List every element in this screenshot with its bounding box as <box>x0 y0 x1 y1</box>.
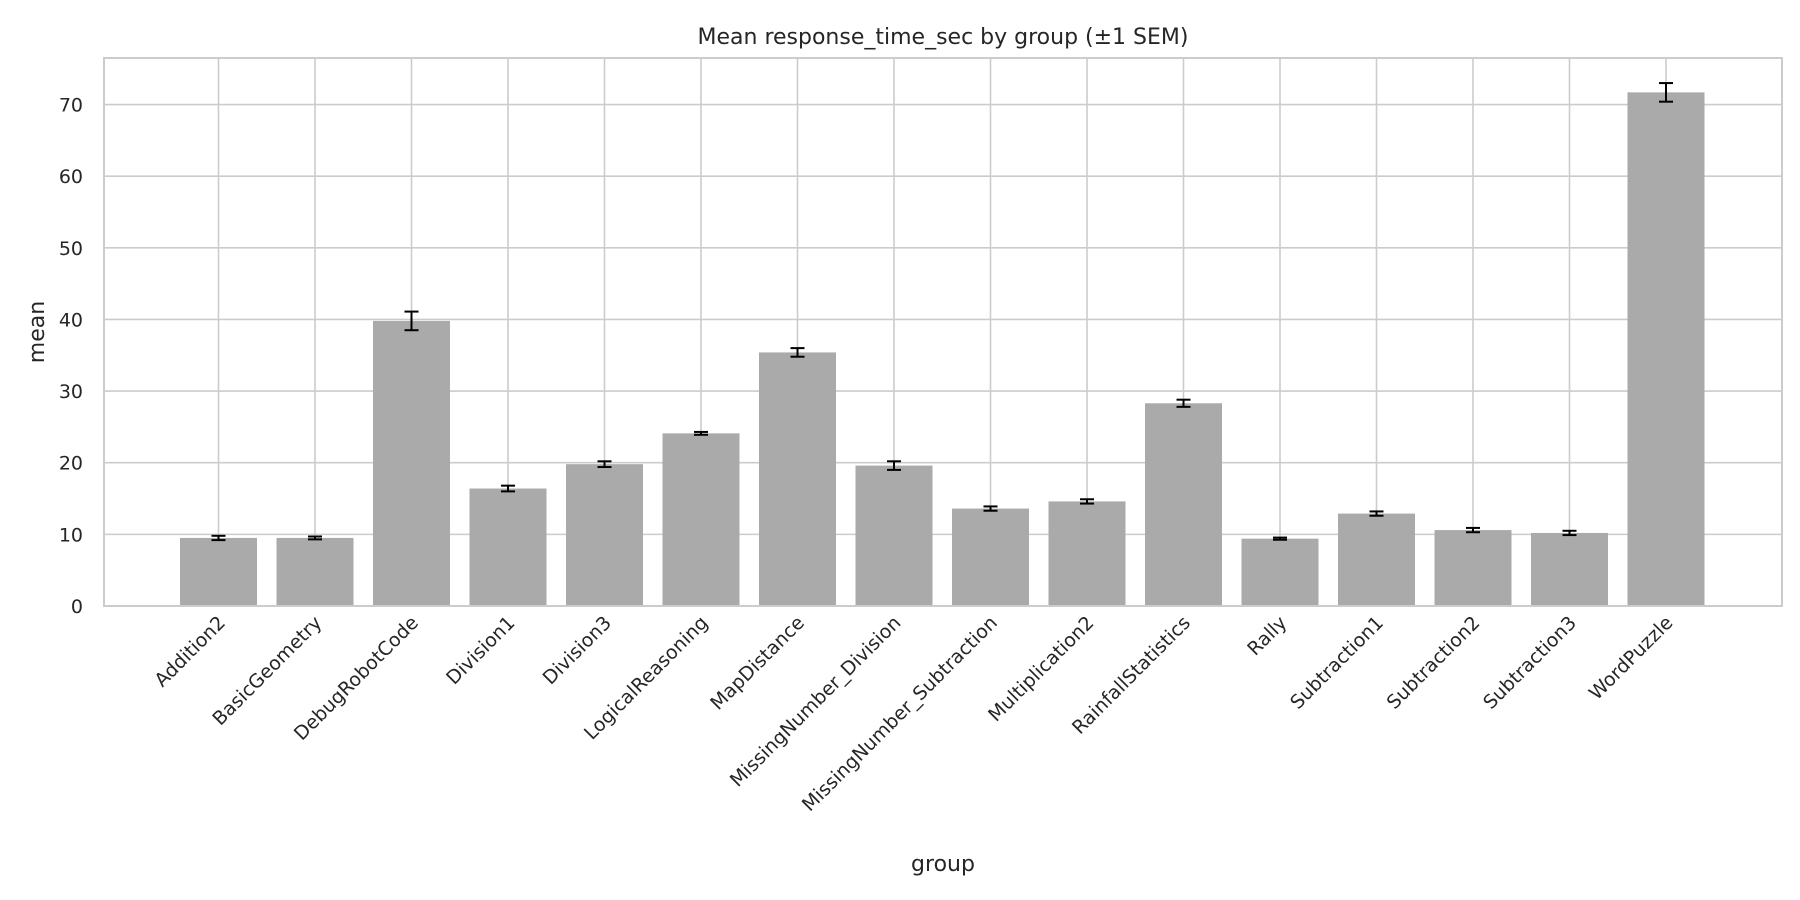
y-tick-label: 40 <box>59 309 83 331</box>
error-bar-division1 <box>501 484 515 493</box>
error-bar-subtraction3 <box>1562 529 1577 537</box>
bar-subtraction2 <box>1434 530 1512 606</box>
bar-subtraction1 <box>1338 513 1415 606</box>
chart-title: Mean response_time_sec by group (±1 SEM) <box>698 25 1189 50</box>
x-axis-label: group <box>911 852 975 877</box>
y-tick-label: 60 <box>59 166 83 188</box>
bar-rally <box>1241 538 1319 606</box>
x-tick-label: Division3 <box>539 612 616 689</box>
bars-layer <box>180 92 1705 606</box>
x-tick-label: Division1 <box>442 612 519 689</box>
bar-addition2 <box>180 537 257 606</box>
error-bar-missingnumber_division <box>887 460 901 471</box>
plot-frame <box>103 57 1783 607</box>
bar-rainfallstatistics <box>1145 403 1222 606</box>
error-bar-missingnumber_subtraction <box>983 505 998 512</box>
y-tick-label: 0 <box>71 596 83 618</box>
error-bar-debugrobotcode <box>404 310 419 332</box>
error-bar-subtraction1 <box>1369 510 1384 517</box>
x-tick-label: Addition2 <box>150 612 230 692</box>
bar-wordpuzzle <box>1627 92 1705 606</box>
x-tick-label: MapDistance <box>706 612 809 715</box>
y-tick-label: 70 <box>59 95 83 117</box>
error-bar-rainfallstatistics <box>1176 398 1191 408</box>
error-bar-rally <box>1273 536 1287 541</box>
x-tick-label: WordPuzzle <box>1585 612 1678 705</box>
x-tick-label: Subtraction1 <box>1286 612 1388 714</box>
error-bar-division3 <box>597 460 612 469</box>
y-axis-label: mean <box>25 301 50 363</box>
y-tick-label: 30 <box>59 381 83 403</box>
error-bars-layer <box>211 82 1673 542</box>
y-tick-labels: 0 10 20 30 40 50 60 70 <box>59 95 83 618</box>
y-tick-label: 50 <box>59 238 83 260</box>
error-bar-multiplication2 <box>1080 498 1094 505</box>
x-tick-label: Subtraction3 <box>1479 612 1581 714</box>
bar-missingnumber_subtraction <box>952 508 1029 606</box>
bar-division3 <box>566 464 643 606</box>
bar-missingnumber_division <box>855 465 933 606</box>
bar-mapdistance <box>759 352 836 606</box>
error-bar-basicgeometry <box>308 535 322 541</box>
x-tick-label: MissingNumber_Subtraction <box>798 612 1002 816</box>
bar-multiplication2 <box>1048 501 1126 606</box>
error-bar-mapdistance <box>790 347 805 358</box>
bar-subtraction3 <box>1531 532 1608 606</box>
y-tick-label: 10 <box>59 524 83 546</box>
error-bar-logicalreasoning <box>694 430 708 436</box>
bar-debugrobotcode <box>373 320 450 606</box>
error-bar-addition2 <box>211 534 226 542</box>
x-tick-label: Subtraction2 <box>1383 612 1485 714</box>
error-bar-subtraction2 <box>1466 526 1480 534</box>
x-tick-label: MissingNumber_Division <box>726 612 906 792</box>
x-tick-label: Rally <box>1243 612 1291 660</box>
bar-division1 <box>469 488 547 606</box>
grid-layer <box>104 58 1782 607</box>
bar-basicgeometry <box>276 537 354 606</box>
y-tick-label: 20 <box>59 453 83 475</box>
bar-logicalreasoning <box>662 433 740 606</box>
error-bar-wordpuzzle <box>1659 82 1673 103</box>
